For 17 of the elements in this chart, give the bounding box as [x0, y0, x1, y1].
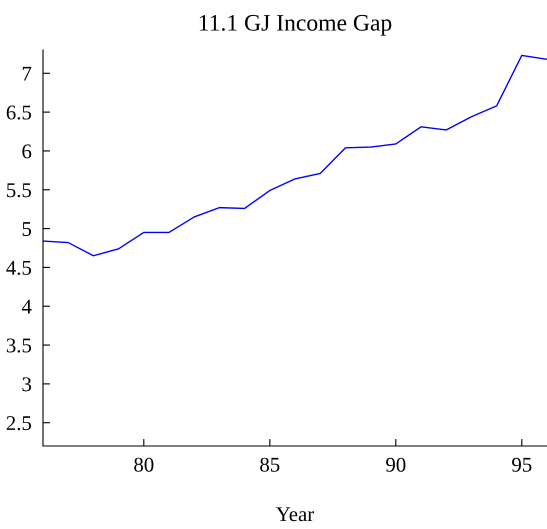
x-tick-label: 90	[386, 458, 406, 472]
x-tick-label: 95	[512, 458, 532, 472]
y-tick-label: 4.5	[6, 260, 32, 275]
y-tick-label: 4	[22, 300, 32, 314]
y-tick-label: 5	[22, 222, 32, 236]
x-axis-title: Year	[276, 507, 314, 522]
y-tick-label: 5.5	[7, 183, 32, 198]
line-series	[43, 54, 547, 256]
y-tick-label: 6	[22, 144, 32, 158]
x-tick-label: 85	[260, 458, 280, 472]
x-tick-label: 80	[134, 458, 154, 472]
y-tick-label: 3.5	[6, 338, 32, 353]
chart-title: 11.1 GJ Income Gap	[200, 14, 392, 36]
y-tick-label: 2.5	[6, 416, 32, 430]
y-tick-label: 6.5	[6, 106, 32, 120]
y-tick-label: 3	[22, 377, 32, 392]
y-tick-label: 7	[22, 66, 32, 81]
